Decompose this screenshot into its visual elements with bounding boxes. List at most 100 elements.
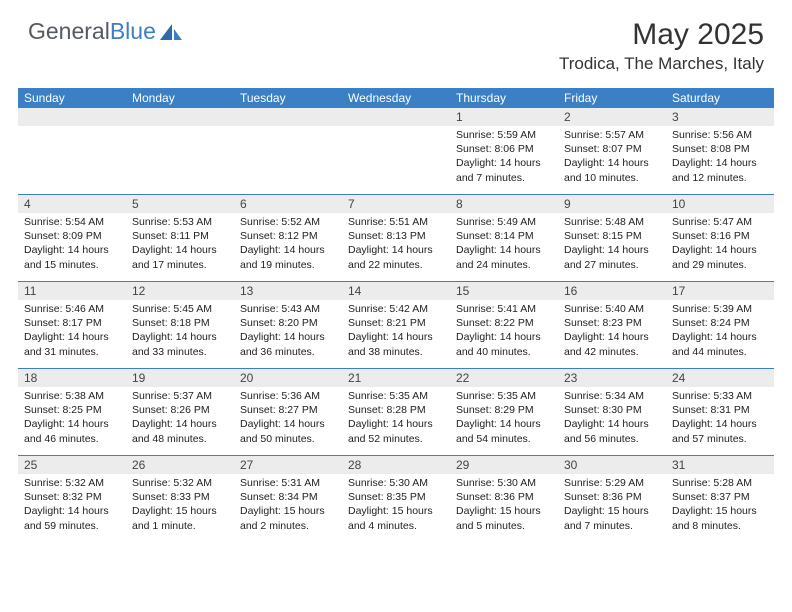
calendar-cell: 25Sunrise: 5:32 AMSunset: 8:32 PMDayligh… <box>18 456 126 542</box>
sunrise-text: Sunrise: 5:33 AM <box>672 389 768 403</box>
day-details: Sunrise: 5:39 AMSunset: 8:24 PMDaylight:… <box>666 300 774 363</box>
sunset-text: Sunset: 8:23 PM <box>564 316 660 330</box>
day-number: 5 <box>126 195 234 213</box>
day-header: Saturday <box>666 88 774 108</box>
sunrise-text: Sunrise: 5:37 AM <box>132 389 228 403</box>
calendar-cell: 7Sunrise: 5:51 AMSunset: 8:13 PMDaylight… <box>342 195 450 281</box>
calendar-cell: 20Sunrise: 5:36 AMSunset: 8:27 PMDayligh… <box>234 369 342 455</box>
calendar-cell: 11Sunrise: 5:46 AMSunset: 8:17 PMDayligh… <box>18 282 126 368</box>
brand-logo: GeneralBlue <box>28 18 184 45</box>
sunset-text: Sunset: 8:26 PM <box>132 403 228 417</box>
weeks-container: 1Sunrise: 5:59 AMSunset: 8:06 PMDaylight… <box>18 108 774 542</box>
sunrise-text: Sunrise: 5:43 AM <box>240 302 336 316</box>
day-number: 19 <box>126 369 234 387</box>
daylight-text: Daylight: 14 hours and 22 minutes. <box>348 243 444 271</box>
sunset-text: Sunset: 8:14 PM <box>456 229 552 243</box>
day-details: Sunrise: 5:42 AMSunset: 8:21 PMDaylight:… <box>342 300 450 363</box>
sunrise-text: Sunrise: 5:32 AM <box>132 476 228 490</box>
sunset-text: Sunset: 8:32 PM <box>24 490 120 504</box>
day-details: Sunrise: 5:35 AMSunset: 8:29 PMDaylight:… <box>450 387 558 450</box>
calendar-cell: 2 Sunrise: 5:57 AMSunset: 8:07 PMDaylight… <box>558 108 666 194</box>
calendar-cell: 14Sunrise: 5:42 AMSunset: 8:21 PMDayligh… <box>342 282 450 368</box>
day-header-row: SundayMondayTuesdayWednesdayThursdayFrid… <box>18 88 774 108</box>
sunset-text: Sunset: 8:11 PM <box>132 229 228 243</box>
sunset-text: Sunset: 8:27 PM <box>240 403 336 417</box>
day-header: Wednesday <box>342 88 450 108</box>
day-details: Sunrise: 5:46 AMSunset: 8:17 PMDaylight:… <box>18 300 126 363</box>
sunset-text: Sunset: 8:28 PM <box>348 403 444 417</box>
calendar-cell: 30Sunrise: 5:29 AMSunset: 8:36 PMDayligh… <box>558 456 666 542</box>
daylight-text: Daylight: 14 hours and 59 minutes. <box>24 504 120 532</box>
day-number: 12 <box>126 282 234 300</box>
sunrise-text: Sunrise: 5:46 AM <box>24 302 120 316</box>
day-number <box>126 108 234 126</box>
calendar-cell: 16Sunrise: 5:40 AMSunset: 8:23 PMDayligh… <box>558 282 666 368</box>
sunset-text: Sunset: 8:29 PM <box>456 403 552 417</box>
daylight-text: Daylight: 14 hours and 24 minutes. <box>456 243 552 271</box>
day-number: 10 <box>666 195 774 213</box>
daylight-text: Daylight: 14 hours and 31 minutes. <box>24 330 120 358</box>
day-details: Sunrise: 5:29 AMSunset: 8:36 PMDaylight:… <box>558 474 666 537</box>
daylight-text: Daylight: 14 hours and 57 minutes. <box>672 417 768 445</box>
sunrise-text: Sunrise: 5:35 AM <box>456 389 552 403</box>
daylight-text: Daylight: 14 hours and 36 minutes. <box>240 330 336 358</box>
sunrise-text: Sunrise: 5:53 AM <box>132 215 228 229</box>
daylight-text: Daylight: 14 hours and 10 minutes. <box>564 156 660 184</box>
sunset-text: Sunset: 8:06 PM <box>456 142 552 156</box>
day-header: Thursday <box>450 88 558 108</box>
sunset-text: Sunset: 8:07 PM <box>564 142 660 156</box>
calendar-cell: 24Sunrise: 5:33 AMSunset: 8:31 PMDayligh… <box>666 369 774 455</box>
sunrise-text: Sunrise: 5:49 AM <box>456 215 552 229</box>
day-details: Sunrise: 5:47 AMSunset: 8:16 PMDaylight:… <box>666 213 774 276</box>
daylight-text: Daylight: 14 hours and 12 minutes. <box>672 156 768 184</box>
day-details <box>234 126 342 132</box>
sunset-text: Sunset: 8:37 PM <box>672 490 768 504</box>
day-number: 27 <box>234 456 342 474</box>
day-number: 25 <box>18 456 126 474</box>
sunrise-text: Sunrise: 5:47 AM <box>672 215 768 229</box>
calendar-cell: 10Sunrise: 5:47 AMSunset: 8:16 PMDayligh… <box>666 195 774 281</box>
day-header: Tuesday <box>234 88 342 108</box>
daylight-text: Daylight: 14 hours and 50 minutes. <box>240 417 336 445</box>
day-number: 8 <box>450 195 558 213</box>
day-number: 22 <box>450 369 558 387</box>
day-number: 16 <box>558 282 666 300</box>
sunset-text: Sunset: 8:12 PM <box>240 229 336 243</box>
day-details: Sunrise: 5:35 AMSunset: 8:28 PMDaylight:… <box>342 387 450 450</box>
daylight-text: Daylight: 14 hours and 42 minutes. <box>564 330 660 358</box>
sunset-text: Sunset: 8:33 PM <box>132 490 228 504</box>
day-details: Sunrise: 5:51 AMSunset: 8:13 PMDaylight:… <box>342 213 450 276</box>
sunset-text: Sunset: 8:30 PM <box>564 403 660 417</box>
sunset-text: Sunset: 8:25 PM <box>24 403 120 417</box>
sunset-text: Sunset: 8:16 PM <box>672 229 768 243</box>
day-details <box>18 126 126 132</box>
sunrise-text: Sunrise: 5:57 AM <box>564 128 660 142</box>
calendar-cell: 17Sunrise: 5:39 AMSunset: 8:24 PMDayligh… <box>666 282 774 368</box>
sunrise-text: Sunrise: 5:34 AM <box>564 389 660 403</box>
calendar-cell: 15Sunrise: 5:41 AMSunset: 8:22 PMDayligh… <box>450 282 558 368</box>
day-number: 28 <box>342 456 450 474</box>
sunrise-text: Sunrise: 5:45 AM <box>132 302 228 316</box>
daylight-text: Daylight: 14 hours and 29 minutes. <box>672 243 768 271</box>
calendar-cell: 29Sunrise: 5:30 AMSunset: 8:36 PMDayligh… <box>450 456 558 542</box>
day-details: Sunrise: 5:56 AMSunset: 8:08 PMDaylight:… <box>666 126 774 189</box>
calendar-cell: 1Sunrise: 5:59 AMSunset: 8:06 PMDaylight… <box>450 108 558 194</box>
calendar-cell: 4Sunrise: 5:54 AMSunset: 8:09 PMDaylight… <box>18 195 126 281</box>
sunset-text: Sunset: 8:35 PM <box>348 490 444 504</box>
brand-text-2: Blue <box>110 18 156 45</box>
week-row: 1Sunrise: 5:59 AMSunset: 8:06 PMDaylight… <box>18 108 774 195</box>
day-details: Sunrise: 5:52 AMSunset: 8:12 PMDaylight:… <box>234 213 342 276</box>
calendar-cell: 19Sunrise: 5:37 AMSunset: 8:26 PMDayligh… <box>126 369 234 455</box>
calendar-cell <box>342 108 450 194</box>
daylight-text: Daylight: 14 hours and 7 minutes. <box>456 156 552 184</box>
sunset-text: Sunset: 8:36 PM <box>564 490 660 504</box>
calendar-cell: 5Sunrise: 5:53 AMSunset: 8:11 PMDaylight… <box>126 195 234 281</box>
calendar-cell <box>234 108 342 194</box>
sunrise-text: Sunrise: 5:31 AM <box>240 476 336 490</box>
day-number: 30 <box>558 456 666 474</box>
calendar-cell: 27Sunrise: 5:31 AMSunset: 8:34 PMDayligh… <box>234 456 342 542</box>
day-number: 14 <box>342 282 450 300</box>
daylight-text: Daylight: 14 hours and 46 minutes. <box>24 417 120 445</box>
day-number: 9 <box>558 195 666 213</box>
day-number: 2 <box>558 108 666 126</box>
